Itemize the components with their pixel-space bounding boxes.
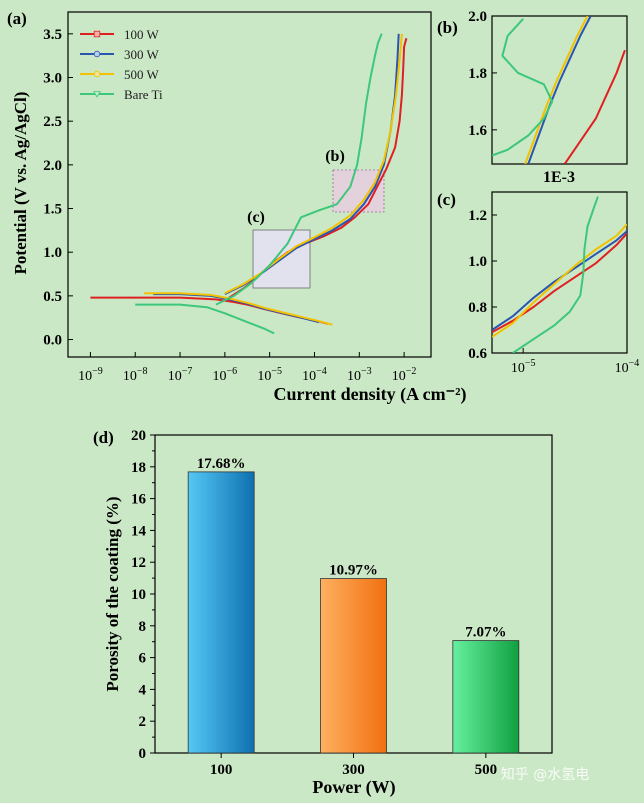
panel-c-y-tick-label: 0.8 bbox=[468, 300, 487, 316]
panel-a-y-tick-label: 0.5 bbox=[43, 289, 62, 305]
panel-d-label: (d) bbox=[93, 428, 114, 447]
panel-d-x-tick-label: 300 bbox=[342, 762, 365, 778]
panel-b: (b) 1.6 1.8 2.0 1E-3 bbox=[437, 9, 628, 186]
panel-a-y-tick-label: 2.0 bbox=[43, 158, 62, 174]
panel-a-x-tick-exponent: −8 bbox=[137, 366, 148, 377]
panel-a-x-tick-exponent: −6 bbox=[227, 366, 238, 377]
panel-a-legend: 100 W 300 W 500 W Bare Ti bbox=[80, 27, 163, 102]
legend-bare-ti-label: Bare Ti bbox=[124, 87, 163, 102]
panel-b-x-tick-label: 1E-3 bbox=[543, 169, 575, 186]
panel-d-y-ticks: 0 2 4 6 8 10 12 14 16 18 20 bbox=[131, 428, 155, 762]
panel-d-y-axis-title: Porosity of the coating (%) bbox=[103, 496, 122, 691]
panel-b-frame bbox=[491, 15, 628, 165]
panel-a-y-tick-label: 0.0 bbox=[43, 333, 62, 349]
panel-c-frame bbox=[491, 191, 628, 354]
panel-b-y-ticks: 1.6 1.8 2.0 bbox=[468, 9, 497, 139]
panel-a-series-bare-ti-cathodic bbox=[135, 303, 275, 335]
panel-d-y-tick-label: 16 bbox=[131, 492, 147, 508]
panel-b-series-300-w bbox=[527, 16, 592, 164]
panel-c: (c) 10−5 10−4 0.60.81.01.2 bbox=[437, 190, 639, 376]
panel-d-y-tick-label: 4 bbox=[139, 682, 147, 698]
panel-a-x-tick-exponent: −3 bbox=[361, 366, 372, 377]
panel-a-y-tick-label: 3.5 bbox=[43, 27, 62, 43]
panel-a-x-tick-exponent: −2 bbox=[406, 366, 417, 377]
panel-c-y-tick-label: 0.6 bbox=[468, 346, 487, 362]
legend-500-w-label: 500 W bbox=[124, 67, 160, 82]
panel-c-x-tick-exponent: −5 bbox=[525, 358, 536, 369]
panel-d-y-tick-label: 14 bbox=[131, 523, 147, 539]
panel-d-y-tick-label: 20 bbox=[131, 428, 146, 444]
panel-d-x-tick-label: 100 bbox=[210, 762, 233, 778]
panel-c-y-ticks: 0.6 0.8 1.0 1.2 bbox=[468, 208, 497, 362]
panel-c-x-tick-exponent: −4 bbox=[629, 358, 640, 369]
legend-300-w-marker bbox=[93, 50, 101, 58]
panel-a-frame bbox=[67, 11, 432, 358]
bar-500-value-label: 7.07% bbox=[465, 625, 506, 641]
bar-300 bbox=[320, 578, 387, 754]
panel-b-series-100-w bbox=[563, 49, 626, 164]
panel-b-y-tick-label: 2.0 bbox=[468, 9, 487, 25]
panel-c-label: (c) bbox=[437, 190, 456, 209]
panel-a-y-axis-title: Potential (V vs. Ag/AgCl) bbox=[11, 92, 30, 275]
panel-a-label: (a) bbox=[7, 9, 27, 28]
bar-100-value-label: 17.68% bbox=[197, 456, 246, 472]
panel-a-x-tick-exponent: −9 bbox=[92, 366, 103, 377]
panel-c-y-tick-label: 1.0 bbox=[468, 254, 487, 270]
panel-d-y-tick-label: 0 bbox=[139, 746, 147, 762]
panel-a-x-tick-exponent: −5 bbox=[271, 366, 282, 377]
panel-d-x-tick-label: 500 bbox=[475, 762, 498, 778]
panel-d-y-tick-label: 2 bbox=[139, 714, 147, 730]
panel-c-series-500-w bbox=[492, 223, 627, 338]
panel-d-y-tick-label: 8 bbox=[139, 619, 147, 635]
panel-a-series bbox=[90, 33, 408, 335]
panel-b-series-500-w bbox=[524, 16, 589, 164]
panel-b-series bbox=[492, 16, 626, 164]
panel-a-y-tick-label: 1.5 bbox=[43, 202, 62, 218]
panel-a-x-axis-title: Current density (A cm⁻²) bbox=[273, 384, 466, 405]
panel-a-series-500-w-cathodic bbox=[144, 292, 333, 326]
inset-b-callout: (b) bbox=[325, 148, 345, 165]
panel-a-y-tick-label: 3.0 bbox=[43, 71, 62, 87]
bar-300-value-label: 10.97% bbox=[329, 563, 378, 579]
legend-100-w-marker bbox=[93, 30, 101, 38]
legend-100-w-label: 100 W bbox=[124, 27, 160, 42]
panel-d-y-tick-label: 6 bbox=[139, 651, 147, 667]
panel-b-series-bare-ti bbox=[492, 18, 554, 157]
panel-b-y-tick-label: 1.6 bbox=[468, 123, 487, 139]
panel-d-y-tick-label: 10 bbox=[131, 587, 146, 603]
panel-a-x-tick-exponent: −7 bbox=[182, 366, 193, 377]
panel-c-series bbox=[492, 196, 627, 353]
panel-d-y-tick-label: 12 bbox=[131, 555, 146, 571]
legend-300-w-label: 300 W bbox=[124, 47, 160, 62]
panel-a-x-tick-exponent: −4 bbox=[316, 366, 327, 377]
bar-500 bbox=[452, 640, 520, 754]
bar-100 bbox=[187, 471, 255, 754]
panel-a-y-ticks: 0.0 0.5 1.0 1.5 2.0 2.5 3.0 3.5 bbox=[43, 27, 73, 349]
panel-a-y-tick-label: 1.0 bbox=[43, 245, 62, 261]
panel-a: (a) 10−9 10−8 10−7 10−6 10−5 10−4 10−3 10−2 0.0… bbox=[7, 9, 467, 405]
panel-a-y-tick-label: 2.5 bbox=[43, 114, 62, 130]
panel-d: (d) 0 2 4 6 8 10 12 14 16 18 20 17.68% 100 10.97% 300… bbox=[93, 428, 553, 798]
legend-500-w-marker bbox=[93, 70, 101, 78]
panel-d-x-axis-title: Power (W) bbox=[312, 777, 395, 798]
panel-d-y-tick-label: 18 bbox=[131, 460, 146, 476]
inset-c-callout: (c) bbox=[247, 209, 265, 226]
panel-a-series-bare-ti-anodic bbox=[215, 33, 383, 306]
watermark: 知乎 @水氢电 bbox=[501, 766, 589, 783]
panel-d-bars: 17.68% 100 10.97% 300 7.07% 500 bbox=[187, 456, 520, 778]
panel-c-series-bare-ti bbox=[512, 196, 599, 353]
panel-c-y-tick-label: 1.2 bbox=[468, 208, 487, 224]
panel-b-y-tick-label: 1.8 bbox=[468, 66, 487, 82]
legend-bare-ti-marker bbox=[93, 91, 101, 98]
panel-b-label: (b) bbox=[437, 18, 458, 37]
